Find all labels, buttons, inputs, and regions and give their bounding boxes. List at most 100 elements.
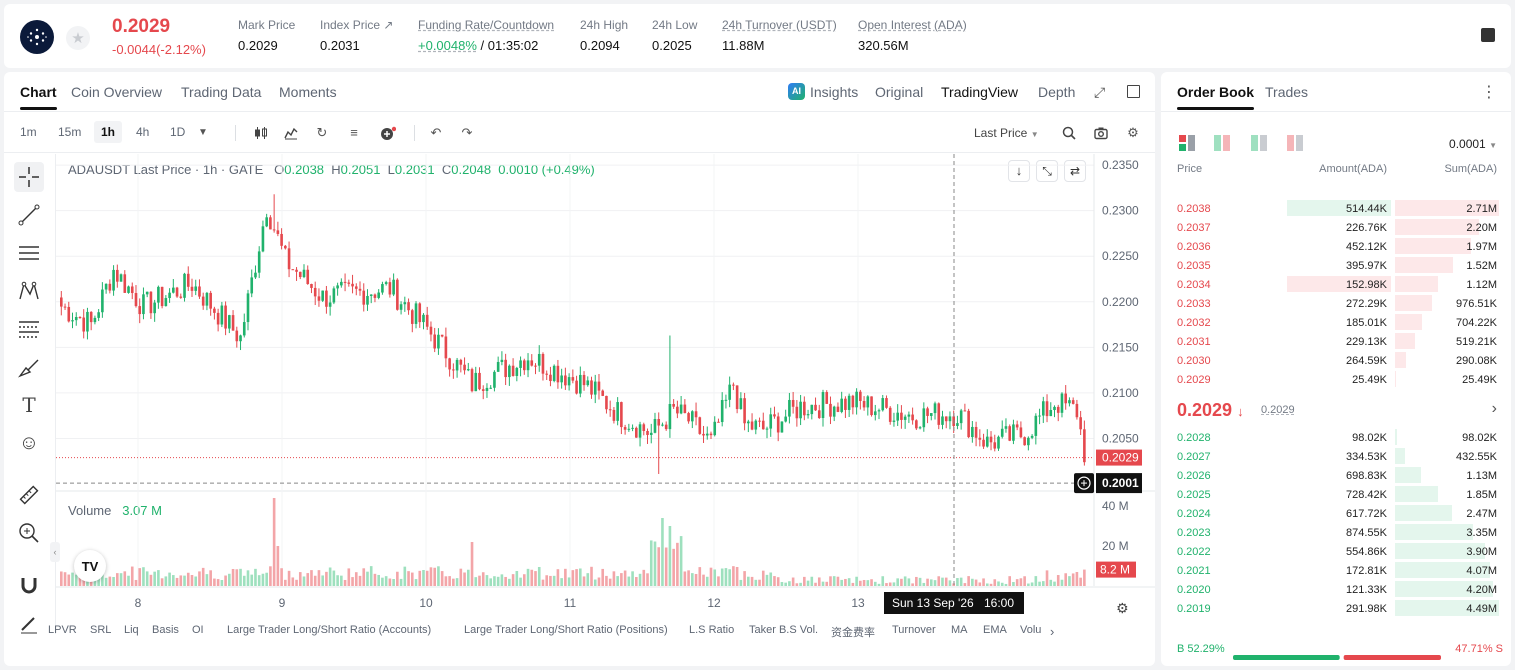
- indicator-lt-positions[interactable]: Large Trader Long/Short Ratio (Positions…: [464, 624, 668, 636]
- tab-chart[interactable]: Chart: [12, 84, 65, 110]
- ask-row[interactable]: 0.2034 152.98K 1.12M: [1177, 275, 1497, 294]
- bid-row[interactable]: 0.2022 554.86K 3.90M: [1177, 542, 1497, 561]
- collapse-toolbar-icon[interactable]: ‹: [50, 542, 60, 562]
- stat-index-price[interactable]: Index Price ↗ 0.2031: [320, 18, 394, 53]
- indicator-srl[interactable]: SRL: [90, 624, 112, 636]
- pattern-icon[interactable]: [14, 276, 44, 306]
- bid-row[interactable]: 0.2025 728.42K 1.85M: [1177, 485, 1497, 504]
- volume-bar: [130, 566, 134, 586]
- price-chart[interactable]: 0.2350 0.2300 0.2250 0.2200 0.2150 0.2100 0.20…: [56, 154, 1155, 634]
- precision-select[interactable]: 0.0001 ▼: [1449, 137, 1497, 151]
- crosshair-icon[interactable]: [14, 162, 44, 192]
- view-bids-icon[interactable]: [1251, 135, 1267, 151]
- timeframe-1m[interactable]: 1m: [20, 125, 37, 139]
- chart-settings-icon[interactable]: ⚙: [1116, 600, 1129, 616]
- bid-row[interactable]: 0.2026 698.83K 1.13M: [1177, 466, 1497, 485]
- expand-icon[interactable]: ⤢: [1094, 84, 1106, 100]
- tab-trading-data[interactable]: Trading Data: [181, 84, 262, 100]
- ask-row[interactable]: 0.2037 226.76K 2.20M: [1177, 218, 1497, 237]
- ask-row[interactable]: 0.2038 514.44K 2.71M: [1177, 199, 1499, 218]
- bid-row[interactable]: 0.2021 172.81K 4.07M: [1177, 561, 1497, 580]
- tab-depth[interactable]: Depth: [1038, 84, 1076, 100]
- tab-order-book[interactable]: Order Book: [1169, 84, 1262, 110]
- tab-coin-overview[interactable]: Coin Overview: [71, 84, 163, 100]
- undo-icon[interactable]: ↶: [430, 125, 442, 140]
- view-split-icon[interactable]: [1214, 135, 1230, 151]
- pencil-lock-icon[interactable]: [14, 608, 44, 638]
- favorite-star-icon[interactable]: ★: [66, 26, 90, 50]
- chevron-right-icon[interactable]: ›: [1050, 624, 1055, 639]
- candle-body: [769, 414, 773, 429]
- indicator-ma[interactable]: MA: [951, 624, 968, 636]
- ask-row[interactable]: 0.2032 185.01K 704.22K: [1177, 313, 1497, 332]
- indicator-liq[interactable]: Liq: [124, 624, 139, 636]
- volume-bar: [978, 582, 982, 586]
- timeframe-1h[interactable]: 1h: [94, 121, 123, 143]
- trend-line-icon[interactable]: [14, 200, 44, 230]
- price-type-select[interactable]: Last Price ▼: [974, 126, 1039, 140]
- refresh-icon[interactable]: ↻: [316, 125, 328, 140]
- candle-body: [1012, 424, 1015, 441]
- tab-insights[interactable]: Insights: [810, 84, 859, 100]
- more-icon[interactable]: ⋮: [1481, 84, 1497, 101]
- candle-type-icon[interactable]: [254, 126, 268, 140]
- tab-moments[interactable]: Moments: [279, 84, 337, 100]
- window-icon[interactable]: [1127, 85, 1140, 98]
- indicator-ls-ratio[interactable]: L.S Ratio: [689, 624, 735, 636]
- gear-icon[interactable]: ⚙: [1127, 125, 1139, 140]
- indicator-taker-vol[interactable]: Taker B.S Vol.: [749, 624, 819, 636]
- ruler-icon[interactable]: [14, 480, 44, 510]
- indicator-ema[interactable]: EMA: [983, 624, 1007, 636]
- bid-row[interactable]: 0.2019 291.98K 4.49M: [1177, 599, 1499, 618]
- text-tool-icon[interactable]: T: [22, 393, 36, 417]
- tab-original[interactable]: Original: [875, 84, 924, 100]
- tab-tradingview[interactable]: TradingView: [941, 84, 1019, 100]
- brush-icon[interactable]: [14, 352, 44, 382]
- indicator-volume[interactable]: Volu: [1020, 624, 1042, 636]
- notes-icon[interactable]: [1481, 28, 1495, 42]
- tab-trades[interactable]: Trades: [1265, 84, 1309, 100]
- chevron-right-icon[interactable]: ›: [1491, 400, 1497, 417]
- order-sum: 1.85M: [1466, 489, 1497, 501]
- candle-body: [649, 432, 653, 435]
- indicator-oi[interactable]: OI: [192, 624, 204, 636]
- candle-body: [866, 396, 870, 408]
- volume-bar: [1056, 575, 1060, 586]
- indicator-basis[interactable]: Basis: [152, 624, 179, 636]
- indicator-funding[interactable]: 资金费率: [831, 627, 875, 639]
- timeframe-4h[interactable]: 4h: [136, 125, 150, 139]
- stat-funding-rate[interactable]: Funding Rate/Countdown +0.0048% / 01:35:…: [418, 18, 555, 53]
- indicators-icon[interactable]: [284, 126, 298, 140]
- ask-row[interactable]: 0.2031 229.13K 519.21K: [1177, 332, 1497, 351]
- view-asks-icon[interactable]: [1287, 135, 1303, 151]
- fib-icon[interactable]: [14, 314, 44, 344]
- timeframe-1d[interactable]: 1D: [170, 125, 186, 139]
- horizontal-lines-icon[interactable]: [14, 238, 44, 268]
- camera-icon[interactable]: [1094, 126, 1108, 140]
- ask-row[interactable]: 0.2029 25.49K 25.49K: [1177, 370, 1497, 389]
- timeframe-dropdown-icon[interactable]: ▼: [198, 127, 208, 138]
- indicator-lpvr[interactable]: LPVR: [48, 624, 77, 636]
- volume-bar: [198, 571, 201, 586]
- layout-icon[interactable]: ≡: [350, 125, 358, 140]
- search-icon[interactable]: [1062, 126, 1076, 140]
- ask-row[interactable]: 0.2036 452.12K 1.97M: [1177, 237, 1497, 256]
- view-both-icon[interactable]: [1179, 135, 1195, 151]
- emoji-icon[interactable]: ☺: [18, 431, 40, 454]
- indicator-turnover[interactable]: Turnover: [892, 624, 936, 636]
- bid-row[interactable]: 0.2027 334.53K 432.55K: [1177, 447, 1497, 466]
- zoom-in-icon[interactable]: [14, 518, 44, 548]
- magnet-icon[interactable]: [14, 570, 44, 600]
- bid-row[interactable]: 0.2028 98.02K 98.02K: [1177, 428, 1497, 447]
- bid-row[interactable]: 0.2024 617.72K 2.47M: [1177, 504, 1497, 523]
- add-indicator-icon[interactable]: [380, 126, 397, 140]
- ask-row[interactable]: 0.2030 264.59K 290.08K: [1177, 351, 1497, 370]
- redo-icon[interactable]: ↷: [461, 125, 473, 140]
- ask-row[interactable]: 0.2033 272.29K 976.51K: [1177, 294, 1497, 313]
- candle-body: [205, 292, 209, 306]
- ask-row[interactable]: 0.2035 395.97K 1.52M: [1177, 256, 1497, 275]
- bid-row[interactable]: 0.2020 121.33K 4.20M: [1177, 580, 1497, 599]
- indicator-lt-accounts[interactable]: Large Trader Long/Short Ratio (Accounts): [227, 624, 432, 636]
- timeframe-15m[interactable]: 15m: [58, 125, 82, 139]
- bid-row[interactable]: 0.2023 874.55K 3.35M: [1177, 523, 1497, 542]
